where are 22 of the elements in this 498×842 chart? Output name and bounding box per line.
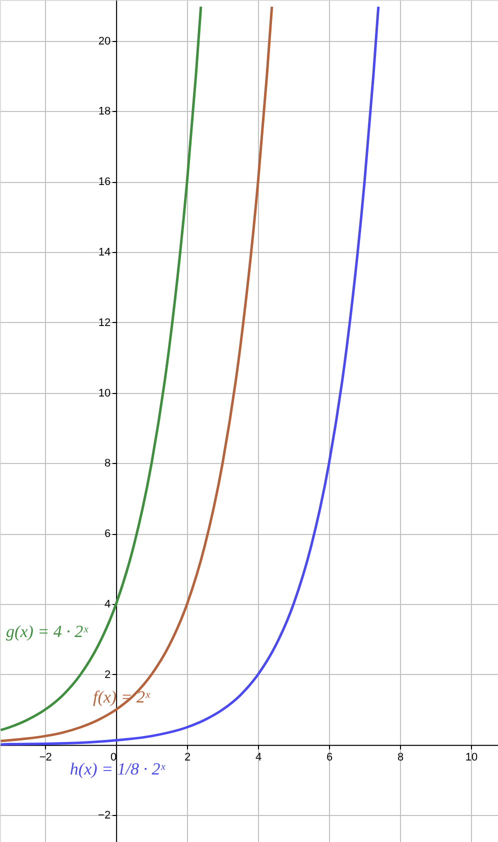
y-tick-label: −2 [98, 810, 111, 822]
x-tick-label: 6 [326, 751, 333, 764]
y-tick-label: 2 [104, 668, 111, 681]
x-tick-label: 2 [184, 751, 191, 764]
y-tick-label: 20 [98, 35, 111, 48]
x-tick-label: 10 [465, 751, 478, 764]
y-tick-label: 4 [104, 598, 111, 611]
y-tick-label: 10 [98, 387, 111, 400]
y-tick-label: 16 [98, 176, 111, 188]
x-tick-label: −2 [39, 751, 52, 764]
y-tick-label: 14 [98, 246, 111, 259]
x-tick-label: 4 [255, 751, 262, 764]
line-series [0, 5, 202, 732]
y-tick-label: 12 [98, 316, 111, 329]
line-series [0, 5, 274, 742]
series-label: g(x) = 4 · 2ˣ [6, 622, 90, 642]
line-series [0, 5, 380, 746]
y-tick-label: 6 [104, 528, 111, 540]
x-tick-label: 8 [397, 751, 404, 764]
y-tick-label: 18 [98, 106, 111, 118]
series-label: h(x) = 1/8 · 2ˣ [70, 759, 166, 778]
y-tick-label: 8 [104, 458, 111, 470]
